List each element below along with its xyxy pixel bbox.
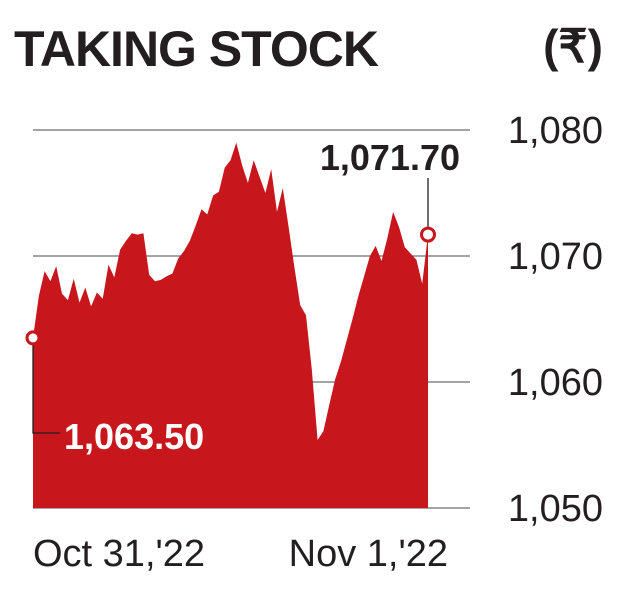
x-tick-label: Oct 31,'22 bbox=[33, 533, 205, 575]
start-leader-line bbox=[32, 337, 60, 434]
y-axis: 1,080 1,070 1,060 1,050 bbox=[508, 110, 603, 530]
chart-title: TAKING STOCK bbox=[14, 21, 379, 77]
x-axis: Oct 31,'22 Nov 1,'22 bbox=[33, 533, 448, 575]
x-tick-label: Nov 1,'22 bbox=[289, 533, 448, 575]
y-tick-label: 1,070 bbox=[508, 236, 603, 278]
start-value-label: 1,063.50 bbox=[64, 416, 204, 457]
currency-unit: (₹) bbox=[543, 20, 603, 72]
end-value-label: 1,071.70 bbox=[320, 137, 460, 178]
end-marker bbox=[420, 226, 436, 243]
start-marker bbox=[25, 330, 41, 346]
y-tick-label: 1,050 bbox=[508, 488, 603, 530]
price-area bbox=[33, 142, 428, 508]
y-tick-label: 1,080 bbox=[508, 110, 603, 152]
y-tick-label: 1,060 bbox=[508, 362, 603, 404]
annotations: 1,063.50 1,071.70 bbox=[25, 137, 460, 457]
